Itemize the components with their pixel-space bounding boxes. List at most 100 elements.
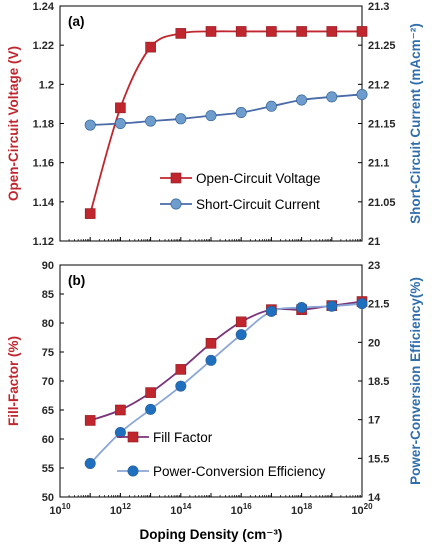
left-y-tick-label: 1.22 [33, 40, 54, 52]
data-point-square [326, 26, 338, 37]
data-point-square [235, 26, 247, 37]
x-tick-exponent: 20 [364, 502, 373, 511]
data-point-circle [356, 89, 368, 101]
right-y-tick-label: 20 [368, 337, 380, 349]
left-y-tick-label: 50 [42, 492, 54, 504]
data-point-square [266, 26, 277, 37]
x-tick-exponent: 12 [122, 502, 131, 511]
x-tick-base: 10 [231, 505, 243, 517]
x-tick-base: 10 [170, 505, 182, 517]
left-y-tick-label: 1.2 [39, 79, 54, 91]
data-point-square [145, 387, 156, 398]
right-y-tick-label: 21.15 [368, 119, 396, 131]
legend-label: Fill Factor [153, 430, 213, 445]
x-tick-exponent: 10 [62, 502, 71, 511]
chart-panel-2: 50 55 60 65 70 75 80 85 90 14 15.5 17 18.5 20 21.5 23 10… [6, 260, 423, 542]
legend-label: Power-Conversion Efficiency [153, 464, 326, 479]
right-y-tick-label: 21 [368, 236, 380, 248]
data-point-circle [235, 329, 247, 341]
right-y-tick-label: 21.25 [368, 40, 396, 52]
x-tick-label: 1020 [351, 502, 373, 517]
data-point-square [205, 26, 217, 37]
data-point-circle [205, 110, 217, 122]
legend-marker-circle [127, 465, 139, 477]
left-y-tick-label: 1.14 [33, 197, 55, 209]
data-point-square [235, 316, 247, 328]
plot-frame [59, 264, 363, 498]
y-axis-title-left: Fill-Factor (%) [6, 336, 21, 426]
left-y-tick-label: 90 [42, 260, 54, 272]
x-tick-label: 1010 [49, 502, 71, 517]
right-y-tick-label: 17 [368, 415, 380, 427]
x-tick-label: 1014 [170, 502, 192, 517]
y-axis-title-right: Power-Conversion Efficiency(%) [408, 277, 423, 485]
left-y-tick-label: 80 [42, 318, 54, 330]
left-y-tick-label: 70 [42, 376, 54, 388]
legend-label: Short-Circuit Current [196, 197, 320, 212]
right-y-tick-label: 23 [368, 260, 380, 272]
data-point-circle [235, 107, 247, 119]
left-y-tick-label: 1.16 [33, 158, 54, 170]
left-y-tick-label: 65 [42, 405, 54, 417]
right-y-tick-label: 21.05 [368, 197, 396, 209]
left-y-tick-label: 60 [42, 434, 54, 446]
series-line-2 [89, 302, 363, 465]
data-point-circle [265, 305, 277, 317]
right-y-tick-label: 21.2 [368, 79, 389, 91]
x-tick-exponent: 18 [303, 502, 312, 511]
left-y-tick-label: 55 [42, 463, 54, 475]
data-point-circle [326, 91, 338, 103]
x-tick-exponent: 16 [243, 502, 252, 511]
data-point-circle [145, 115, 157, 127]
x-tick-exponent: 14 [182, 502, 191, 511]
right-y-tick-label: 21.1 [368, 158, 389, 170]
x-tick-base: 10 [110, 505, 122, 517]
right-y-tick-label: 21.5 [368, 299, 389, 311]
data-point-square [175, 28, 187, 39]
x-tick-base: 10 [291, 505, 303, 517]
left-y-tick-label: 1.18 [33, 119, 54, 131]
data-point-circle [114, 118, 126, 130]
right-y-tick-label: 14 [368, 492, 381, 504]
data-point-square [84, 208, 96, 219]
chart-panel-1: 1.12 1.14 1.16 1.18 1.2 1.22 1.24 21 21.05 21.1 21… [6, 1, 423, 248]
legend-marker-square [127, 431, 139, 443]
x-tick-label: 1016 [231, 502, 253, 517]
data-point-circle [84, 457, 96, 469]
series-line-1 [89, 30, 362, 214]
x-tick-base: 10 [49, 505, 61, 517]
data-point-circle [205, 354, 217, 366]
right-y-tick-label: 15.5 [368, 453, 389, 465]
left-y-tick-label: 1.12 [33, 236, 54, 248]
right-y-tick-label: 18.5 [368, 376, 389, 388]
data-point-square [115, 404, 126, 416]
series-line-2 [90, 93, 363, 126]
legend-marker-square [170, 172, 182, 184]
data-point-square [205, 337, 217, 349]
right-y-tick-label: 21.3 [368, 1, 389, 13]
x-tick-label: 1018 [291, 502, 313, 517]
data-point-square [84, 415, 96, 426]
data-point-circle [145, 403, 157, 415]
data-point-square [115, 102, 126, 114]
x-tick-label: 1012 [110, 502, 132, 517]
data-point-circle [84, 119, 96, 131]
legend-marker-circle [170, 198, 182, 210]
panel-label: (b) [68, 273, 85, 288]
left-y-tick-label: 1.24 [33, 1, 55, 13]
legend-label: Open-Circuit Voltage [196, 171, 321, 186]
data-point-circle [175, 113, 187, 125]
data-point-square [296, 26, 307, 37]
data-point-circle [326, 300, 338, 312]
data-point-square [145, 41, 156, 53]
x-tick-base: 10 [351, 505, 363, 517]
left-y-tick-label: 75 [42, 347, 54, 359]
data-point-circle [296, 302, 308, 314]
data-point-circle [356, 298, 368, 310]
data-point-circle [296, 94, 308, 106]
data-point-circle [265, 100, 277, 112]
x-axis-title: Doping Density (cm⁻³) [140, 527, 283, 542]
data-point-square [356, 26, 368, 37]
y-axis-title-right: Short-Circuit Current (mAcm⁻²) [408, 23, 423, 224]
